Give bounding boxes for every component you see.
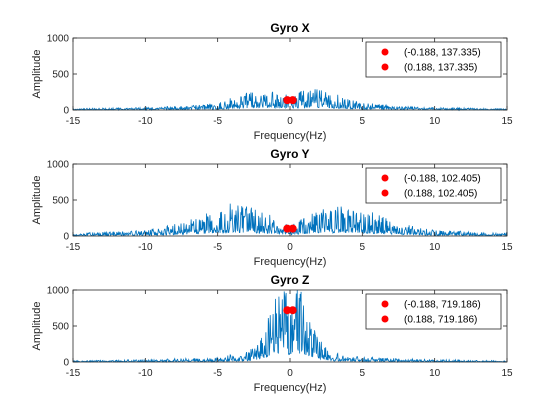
x-tick-label: -10: [138, 242, 153, 253]
x-tick-label: -10: [138, 116, 153, 127]
legend-marker: [381, 189, 389, 197]
y-tick-label: 0: [63, 232, 69, 243]
y-axis-label: Amplitude: [31, 302, 43, 351]
y-tick-label: 500: [52, 322, 69, 333]
legend-entry: (0.188, 719.186): [404, 315, 477, 326]
x-tick-label: 0: [287, 242, 293, 253]
y-tick-label: 1000: [47, 286, 70, 297]
legend: (-0.188, 102.405) (0.188, 102.405): [365, 167, 502, 204]
subplot-1: -15 -10 -5 0 5 10 15 0 500 1000 Gyro X Frequency(Hz…: [31, 21, 513, 142]
data-point-marker: [288, 224, 297, 233]
x-tick-label: -15: [66, 242, 81, 253]
x-tick-label: 10: [429, 368, 441, 379]
x-axis-label: Frequency(Hz): [254, 256, 327, 268]
x-tick-label: 5: [360, 242, 366, 253]
legend-entry: (0.188, 137.335): [404, 63, 477, 74]
y-axis-label: Amplitude: [31, 176, 43, 225]
x-tick-label: 10: [429, 242, 441, 253]
y-tick-label: 1000: [47, 160, 70, 171]
subplot-title: Gyro Y: [270, 147, 309, 161]
y-axis-label: Amplitude: [31, 50, 43, 99]
x-tick-label: 0: [287, 116, 293, 127]
x-tick-label: -15: [66, 116, 81, 127]
x-tick-label: -5: [213, 242, 222, 253]
legend-entry: (0.188, 102.405): [404, 189, 477, 200]
x-tick-label: 5: [360, 116, 366, 127]
x-axis-label: Frequency(Hz): [254, 382, 327, 394]
subplot-title: Gyro Z: [271, 273, 310, 287]
legend-marker: [381, 300, 389, 308]
legend-marker: [381, 48, 389, 56]
data-point-marker: [288, 306, 297, 315]
x-tick-label: 15: [501, 368, 513, 379]
legend-entry: (-0.188, 719.186): [404, 300, 481, 311]
y-tick-label: 500: [52, 196, 69, 207]
x-tick-label: 15: [501, 242, 513, 253]
legend-marker: [381, 174, 389, 182]
y-tick-label: 0: [63, 106, 69, 117]
x-tick-label: 10: [429, 116, 441, 127]
x-tick-label: 5: [360, 368, 366, 379]
y-tick-label: 0: [63, 358, 69, 369]
legend-entry: (-0.188, 137.335): [404, 48, 481, 59]
x-tick-label: 15: [501, 116, 513, 127]
legend: (-0.188, 719.186) (0.188, 719.186): [365, 293, 502, 330]
subplot-3: -15 -10 -5 0 5 10 15 0 500 1000 Gyro Z Frequency(Hz…: [31, 273, 513, 394]
y-tick-label: 500: [52, 70, 69, 81]
x-axis-label: Frequency(Hz): [254, 130, 327, 142]
legend-box: [365, 41, 502, 78]
legend-entry: (-0.188, 102.405): [404, 174, 481, 185]
data-point-marker: [288, 96, 297, 105]
x-tick-label: -5: [213, 116, 222, 127]
y-tick-label: 1000: [47, 34, 70, 45]
legend-marker: [381, 63, 389, 71]
legend-box: [365, 167, 502, 204]
x-tick-label: 0: [287, 368, 293, 379]
subplot-2: -15 -10 -5 0 5 10 15 0 500 1000 Gyro Y Frequency(Hz…: [31, 147, 513, 268]
x-tick-label: -15: [66, 368, 81, 379]
x-tick-label: -10: [138, 368, 153, 379]
x-tick-label: -5: [213, 368, 222, 379]
legend-marker: [381, 315, 389, 323]
legend-box: [365, 293, 502, 330]
legend: (-0.188, 137.335) (0.188, 137.335): [365, 41, 502, 78]
subplot-title: Gyro X: [270, 21, 309, 35]
